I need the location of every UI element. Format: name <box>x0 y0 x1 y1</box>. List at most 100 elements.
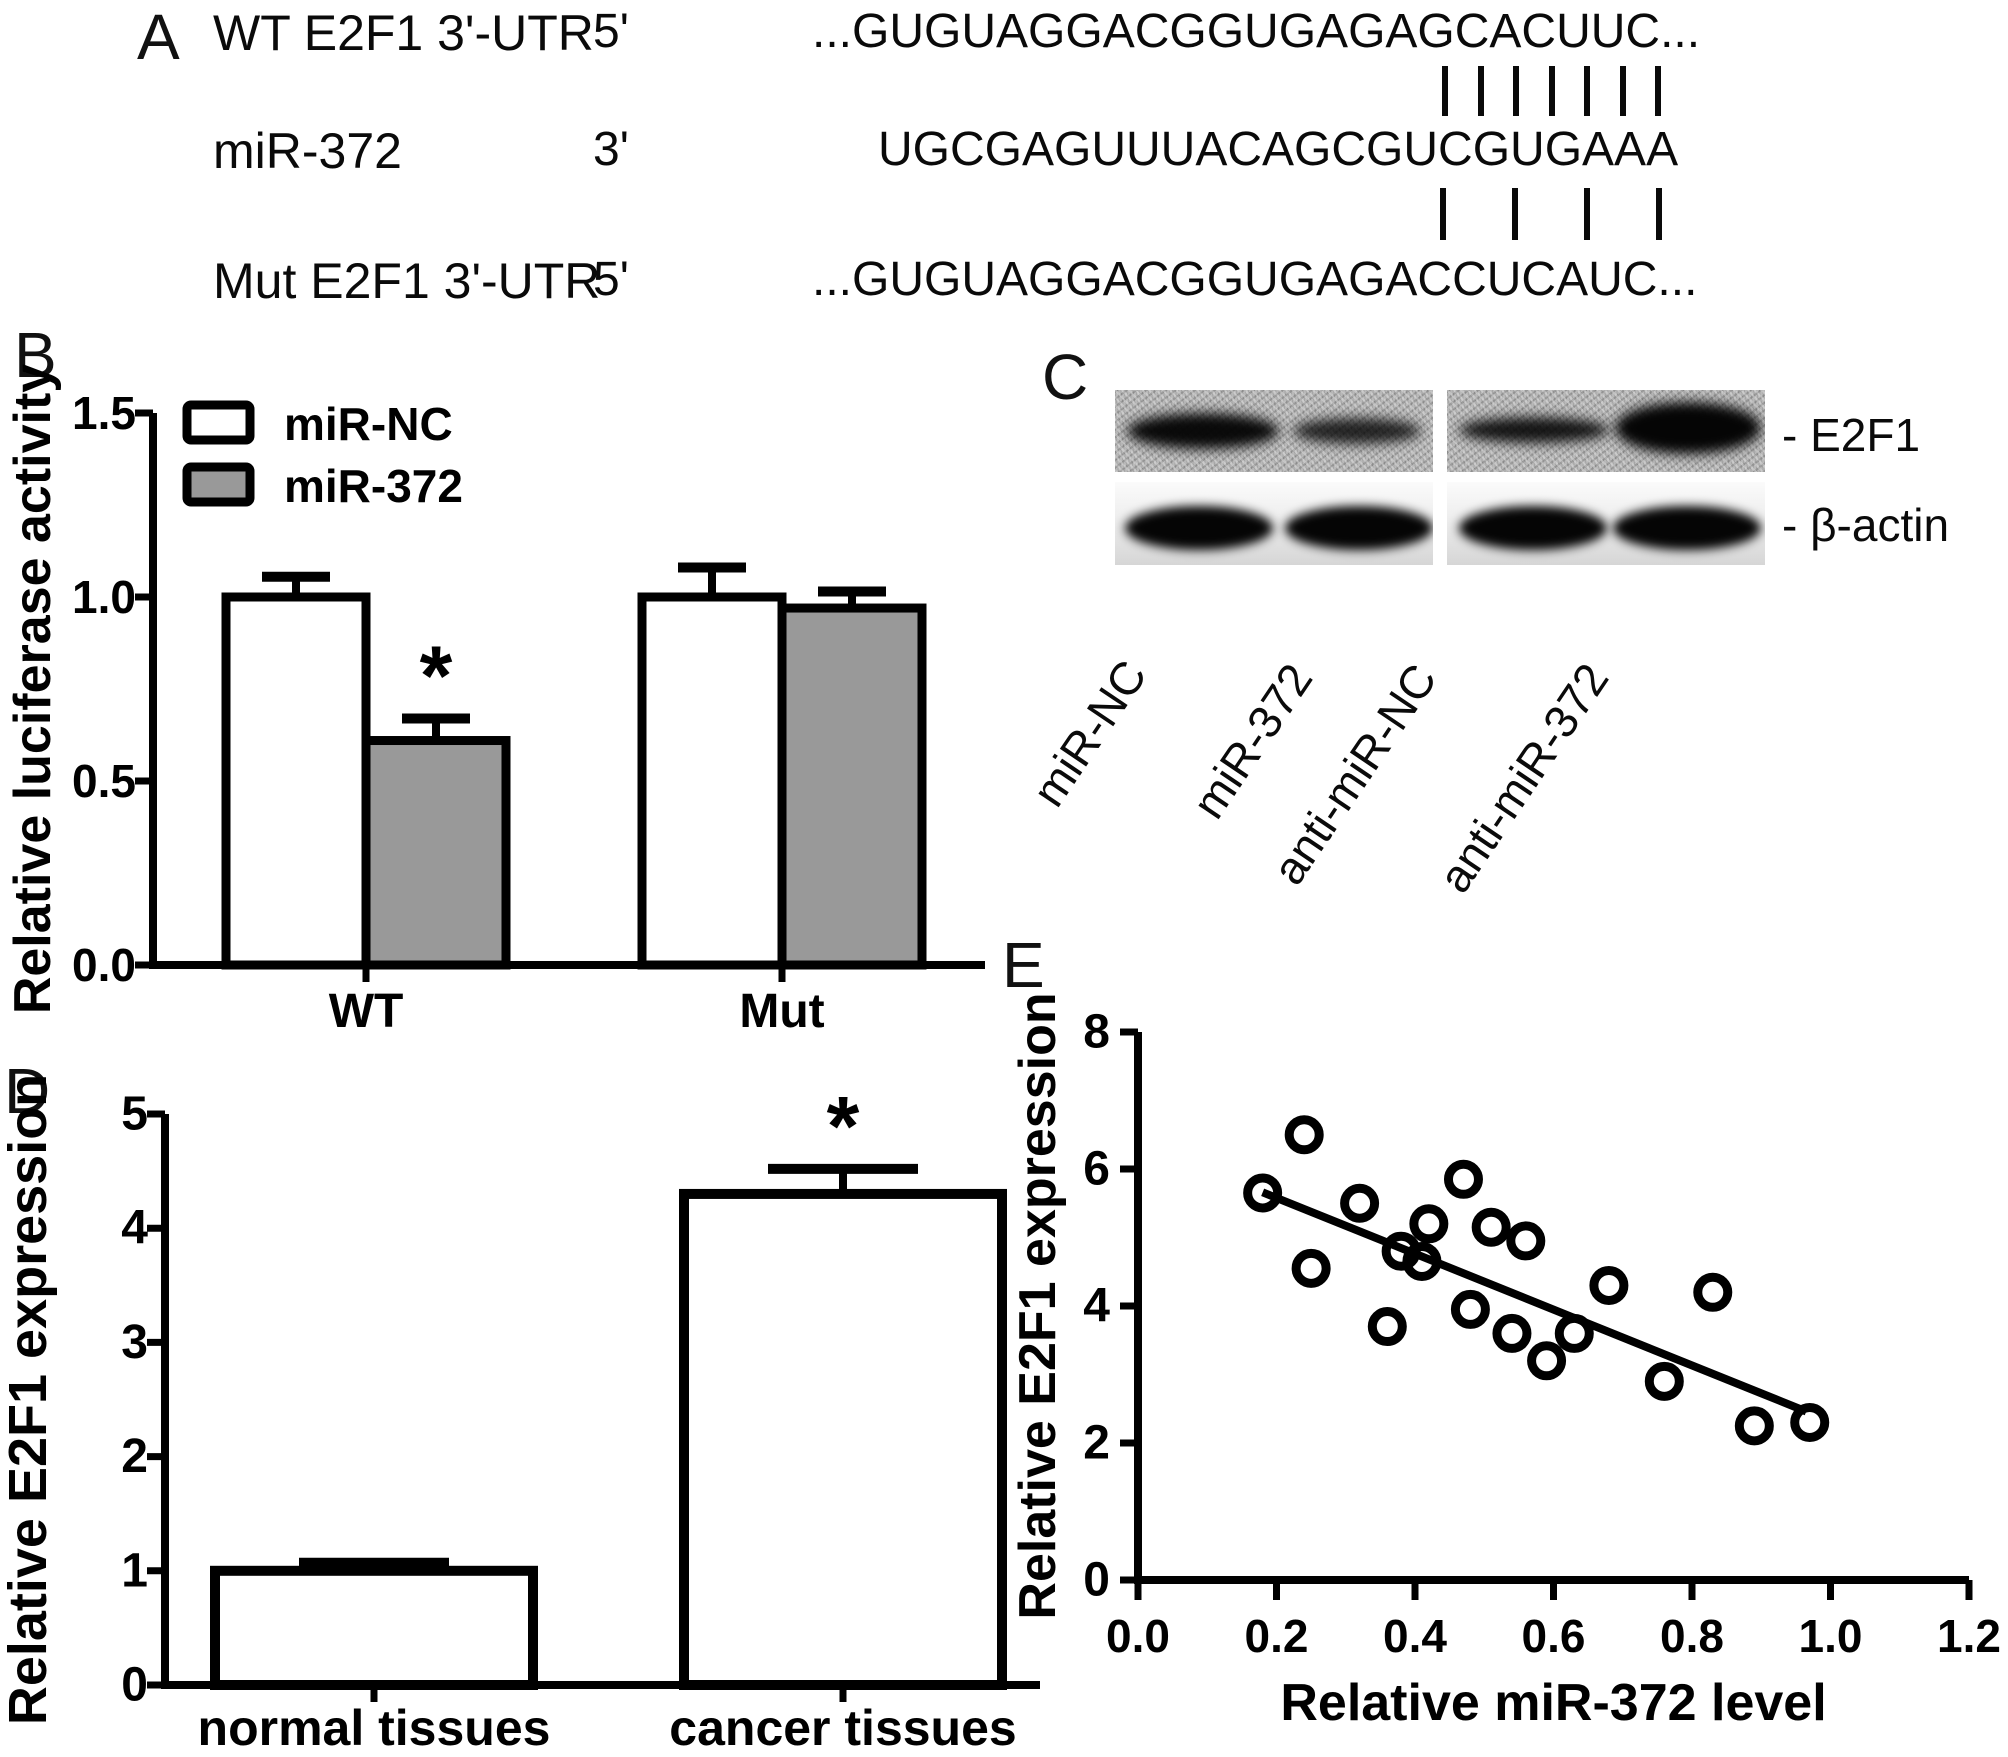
panel-label-b: B <box>14 319 57 391</box>
panel-c-western-blot: C - E2F1 - β-actin miR-NC miR-372 anti-miR… <box>1000 320 2008 920</box>
base-pair-bond <box>1442 66 1448 116</box>
bar-normal tissues <box>210 1565 538 1690</box>
lane-label: miR-NC <box>1022 650 1157 816</box>
e2f1-band <box>1127 413 1279 449</box>
bar-WT-miR-372 <box>361 736 511 970</box>
legend-swatch-miR-NC <box>182 400 255 445</box>
actin-band <box>1613 506 1761 550</box>
x-tick-label: 0.4 <box>1383 1610 1447 1662</box>
scatter-point <box>1527 1341 1567 1381</box>
base-pair-bond <box>1584 188 1590 240</box>
legend-label: miR-372 <box>284 460 463 512</box>
legend-label: miR-NC <box>284 398 453 450</box>
e2f1-band <box>1293 418 1421 444</box>
y-axis-label: Relative E2F1 expression <box>0 1074 58 1725</box>
blot-membrane-e2f1-right <box>1447 390 1765 472</box>
scatter-point <box>1291 1248 1331 1288</box>
y-tick-label: 4 <box>1083 1280 1110 1333</box>
scatter-point <box>1589 1265 1629 1305</box>
scatter-point <box>1734 1406 1774 1446</box>
blot-target-label-e2f1: - E2F1 <box>1782 409 1921 461</box>
x-tick-label: 1.2 <box>1937 1610 2001 1662</box>
blot-target-label-actin: - β-actin <box>1782 499 1950 551</box>
e2f1-band <box>1615 402 1761 454</box>
scatter-point <box>1284 1115 1324 1155</box>
y-axis-label: Relative luciferase activity <box>4 364 62 1014</box>
y-tick-label: 3 <box>121 1316 148 1369</box>
y-tick-label: 5 <box>121 1088 148 1141</box>
y-tick-label: 0 <box>121 1659 148 1712</box>
y-tick-label: 8 <box>1083 1006 1110 1059</box>
y-tick-label: 6 <box>1083 1143 1110 1196</box>
base-pair-bond <box>1548 66 1555 116</box>
x-tick-label: 1.0 <box>1799 1610 1863 1662</box>
category-label: WT <box>329 985 404 1038</box>
x-axis-label: Relative miR-372 level <box>1280 1674 1826 1732</box>
y-tick-label: 2 <box>1083 1417 1110 1470</box>
panel-label-e: E <box>1002 929 1045 1001</box>
scatter-point <box>1554 1313 1594 1353</box>
seq-row-prime: 5' <box>593 253 629 306</box>
scatter-point <box>1243 1173 1283 1213</box>
seq-row-prime: 3' <box>593 123 629 176</box>
base-pair-bond <box>1477 66 1484 116</box>
lane-label: anti-miR-372 <box>1428 654 1619 902</box>
actin-band <box>1125 506 1273 550</box>
significance-asterisk: * <box>827 1079 860 1173</box>
y-axis-label: Relative E2F1 expression <box>1009 992 1067 1619</box>
seq-row-label: WT E2F1 3'-UTR <box>213 5 594 61</box>
chart-correlation-scatter: 0 2 4 6 8 0.0 0.2 0.4 0.6 0.8 1.0 1.2 Relative miR-3… <box>1009 992 2001 1732</box>
seq-row-sequence: ...GUGUAGGACGGUGAGAGCACUUC... <box>812 5 1701 58</box>
y-tick-label: 1 <box>121 1544 148 1597</box>
scatter-point <box>1367 1307 1407 1347</box>
scatter-point <box>1443 1159 1483 1199</box>
seq-row-label: Mut E2F1 3'-UTR <box>213 253 601 309</box>
scatter-point <box>1471 1207 1511 1247</box>
y-tick-label: 0.5 <box>72 755 136 807</box>
scatter-point <box>1450 1289 1490 1329</box>
base-pair-bond <box>1440 188 1446 240</box>
seq-row-label: miR-372 <box>213 123 402 179</box>
base-pair-bond <box>1512 188 1518 240</box>
base-pair-bond <box>1655 66 1661 116</box>
panel-a-sequence-alignment: A WT E2F1 3'-UTR 5' ...GUGUAGGACGGUGAGAG… <box>0 0 2008 320</box>
legend-swatch-miR-372 <box>182 462 255 507</box>
category-label: normal tissues <box>198 1700 551 1756</box>
bar-cancer tissues <box>679 1188 1007 1690</box>
category-label: cancer tissues <box>669 1700 1016 1756</box>
base-pair-bond <box>1619 66 1626 116</box>
bar-Mut-miR-NC <box>637 592 787 970</box>
y-tick-label: 1.0 <box>72 571 136 623</box>
blot-membrane-e2f1-left <box>1115 390 1433 472</box>
base-pair-bond <box>1513 66 1519 116</box>
blot-membrane-actin-right <box>1447 482 1765 565</box>
actin-band <box>1285 506 1433 550</box>
seq-row-prime: 5' <box>593 5 629 58</box>
significance-asterisk: * <box>420 628 453 722</box>
actin-band <box>1459 506 1607 550</box>
y-tick-label: 2 <box>121 1430 148 1483</box>
scatter-point <box>1340 1183 1380 1223</box>
base-pair-bond <box>1584 66 1590 116</box>
scatter-point <box>1402 1241 1442 1281</box>
scatter-point <box>1492 1313 1532 1353</box>
scatter-point <box>1506 1221 1546 1261</box>
y-tick-label: 0 <box>1083 1554 1110 1607</box>
bar-WT-miR-NC <box>221 592 371 970</box>
scatter-point <box>1409 1204 1449 1244</box>
scatter-point <box>1790 1402 1830 1442</box>
x-tick-label: 0.6 <box>1522 1610 1586 1662</box>
x-tick-label: 0.0 <box>1106 1610 1170 1662</box>
blot-membrane-actin-left <box>1115 482 1433 565</box>
scatter-point <box>1644 1361 1684 1401</box>
trend-line <box>1261 1188 1808 1416</box>
base-pair-bond <box>1656 188 1662 240</box>
panel-label-c: C <box>1042 341 1089 413</box>
y-tick-label: 4 <box>121 1202 148 1255</box>
chart-e2f1-expression-tissues: 0 1 2 3 4 5 Relative E2F1 expression normal tis… <box>0 1074 1040 1756</box>
x-tick-label: 0.8 <box>1660 1610 1724 1662</box>
x-tick-label: 0.2 <box>1245 1610 1309 1662</box>
y-tick-label: 0.0 <box>72 939 136 991</box>
